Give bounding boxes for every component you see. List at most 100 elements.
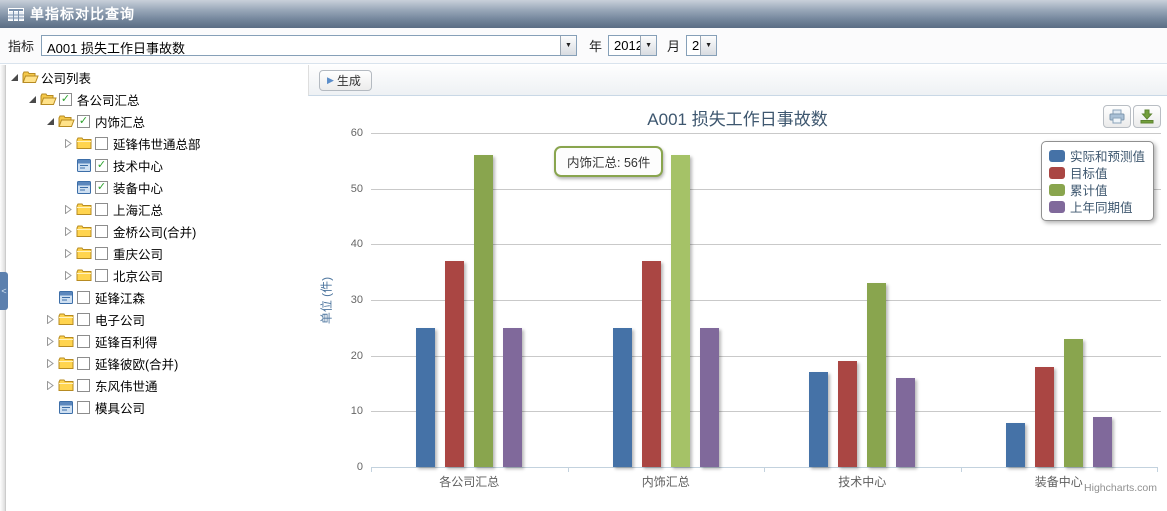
legend-label: 目标值	[1070, 167, 1108, 181]
tree-collapsed-icon[interactable]	[64, 226, 73, 236]
year-select[interactable]: 2012 ▼	[608, 35, 658, 56]
tree-collapsed-icon[interactable]	[46, 314, 55, 324]
tree-item[interactable]: ✓ 装备中心	[7, 176, 307, 198]
tree-checkbox[interactable]	[95, 246, 108, 260]
tree-checkbox[interactable]	[95, 136, 108, 150]
tree-checkbox[interactable]: ✓	[77, 114, 90, 128]
tree-item[interactable]: 延锋江森	[7, 286, 307, 308]
report-icon	[77, 180, 91, 194]
folder-icon	[76, 269, 92, 281]
legend-label: 上年同期值	[1070, 201, 1133, 215]
x-axis-label: 装备中心	[1034, 475, 1083, 489]
tree-checkbox[interactable]	[77, 378, 90, 392]
chart-bar[interactable]	[1092, 416, 1112, 467]
tree-item[interactable]: 东风伟世通	[7, 374, 307, 396]
chevron-down-icon[interactable]: ▼	[700, 36, 717, 55]
play-icon: ▶	[327, 75, 334, 85]
tree-checkbox[interactable]	[77, 312, 90, 326]
chart-bar[interactable]	[699, 327, 719, 467]
tree-checkbox[interactable]	[95, 224, 108, 238]
tree-checkbox[interactable]: ✓	[95, 180, 108, 194]
tree-item[interactable]: 公司列表	[7, 66, 307, 88]
tree-item-label: 装备中心	[113, 181, 164, 196]
tree-item[interactable]: 延锋伟世通总部	[7, 132, 307, 154]
indicator-label: 指标	[8, 39, 35, 54]
tree-item-label: 各公司汇总	[77, 93, 140, 108]
credits-link[interactable]: Highcharts.com	[1084, 482, 1157, 494]
tree-collapsed-icon[interactable]	[64, 138, 73, 148]
tree-item[interactable]: 模具公司	[7, 396, 307, 418]
download-chart-button[interactable]	[1133, 105, 1161, 128]
tree-expanded-icon[interactable]	[28, 95, 37, 104]
y-axis-title: 单位 (件)	[319, 276, 334, 325]
chart-bar[interactable]	[896, 377, 916, 467]
tree-item[interactable]: ✓ 内饰汇总	[7, 110, 307, 132]
report-icon	[59, 400, 73, 414]
chart-bar[interactable]	[1005, 422, 1025, 467]
tree-collapsed-icon[interactable]	[46, 336, 55, 346]
tree-item[interactable]: 金桥公司(合并)	[7, 220, 307, 242]
legend-item[interactable]: 上年同期值	[1049, 198, 1145, 215]
chart-bar[interactable]	[612, 327, 632, 467]
month-select[interactable]: 2 ▼	[686, 35, 718, 56]
tree-collapsed-icon[interactable]	[64, 248, 73, 258]
chart-bar[interactable]	[838, 361, 858, 467]
indicator-select[interactable]: A001 损失工作日事故数 ▼	[41, 35, 578, 56]
tree-item[interactable]: 上海汇总	[7, 198, 307, 220]
x-axis-label: 各公司汇总	[439, 475, 500, 489]
tree-item-label: 电子公司	[95, 313, 146, 328]
chart-bar[interactable]	[474, 155, 494, 467]
legend-item[interactable]: 目标值	[1049, 164, 1145, 181]
generate-button[interactable]: ▶ 生成	[319, 70, 372, 91]
chevron-down-icon[interactable]: ▼	[640, 36, 657, 55]
printer-icon	[1109, 109, 1125, 124]
tree-checkbox[interactable]	[95, 268, 108, 282]
tree-collapsed-icon[interactable]	[64, 204, 73, 214]
chart-bar[interactable]	[445, 261, 465, 467]
report-icon	[77, 158, 91, 172]
tree-checkbox[interactable]	[77, 290, 90, 304]
legend-item[interactable]: 实际和预测值	[1049, 147, 1145, 164]
tree-checkbox[interactable]: ✓	[95, 158, 108, 172]
tree-item[interactable]: 延锋彼欧(合并)	[7, 352, 307, 374]
tree-item[interactable]: ✓ 各公司汇总	[7, 88, 307, 110]
open-folder-icon	[39, 93, 57, 105]
tree-item[interactable]: 延锋百利得	[7, 330, 307, 352]
chart-bar[interactable]	[809, 372, 829, 467]
tree-checkbox[interactable]	[77, 356, 90, 370]
chart-bar[interactable]	[867, 283, 887, 467]
chart-bar[interactable]	[503, 327, 523, 467]
tree-expanded-icon[interactable]	[46, 117, 55, 126]
tree-item[interactable]: 北京公司	[7, 264, 307, 286]
print-chart-button[interactable]	[1103, 105, 1131, 128]
tree-item[interactable]: 重庆公司	[7, 242, 307, 264]
tree-collapsed-icon[interactable]	[46, 358, 55, 368]
open-folder-icon	[57, 115, 75, 127]
tree-item-label: 金桥公司(合并)	[113, 225, 197, 240]
folder-icon	[58, 335, 74, 347]
tree-collapsed-icon[interactable]	[46, 380, 55, 390]
month-label: 月	[667, 39, 681, 54]
tree-expanded-icon[interactable]	[10, 73, 19, 82]
chart-bar[interactable]	[641, 261, 661, 467]
tree-checkbox[interactable]: ✓	[59, 92, 72, 106]
tree-checkbox[interactable]	[77, 400, 90, 414]
chart-tooltip: 内饰汇总: 56件	[554, 146, 664, 177]
tree-collapsed-icon[interactable]	[64, 270, 73, 280]
chart-bar[interactable]	[416, 327, 436, 467]
chevron-down-icon[interactable]: ▼	[560, 36, 577, 55]
tree-item-label: 延锋百利得	[95, 335, 158, 350]
chart-bar[interactable]	[1034, 366, 1054, 467]
legend-item[interactable]: 累计值	[1049, 181, 1145, 198]
tree-checkbox[interactable]	[77, 334, 90, 348]
tree-item[interactable]: ✓ 技术中心	[7, 154, 307, 176]
tree-item-label: 延锋彼欧(合并)	[95, 357, 179, 372]
chart-bar[interactable]	[1063, 339, 1083, 467]
tree-item-label: 模具公司	[95, 401, 146, 416]
tree-checkbox[interactable]	[95, 202, 108, 216]
collapse-panel-handle[interactable]: <	[0, 272, 8, 310]
chart-bar[interactable]	[670, 155, 690, 467]
folder-icon	[76, 203, 92, 215]
tree-item[interactable]: 电子公司	[7, 308, 307, 330]
